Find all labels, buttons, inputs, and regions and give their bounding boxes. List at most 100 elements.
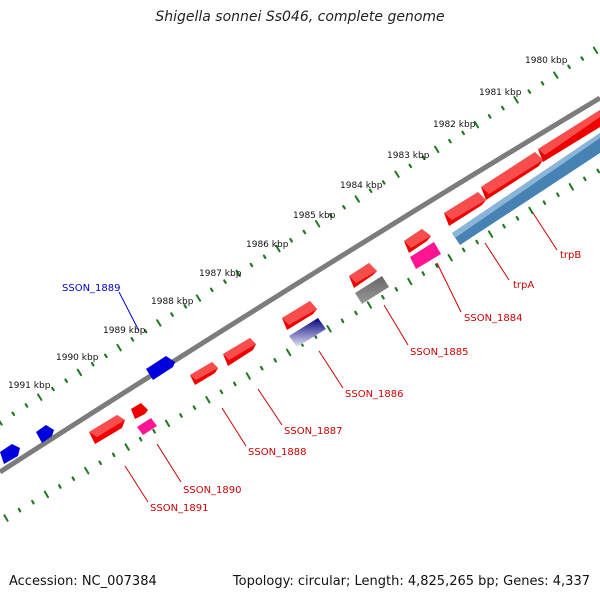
tick-mark <box>528 206 534 215</box>
tick-label: 1989 kbp <box>103 326 146 336</box>
tick-mark <box>195 294 202 302</box>
gene-ss1890 <box>131 403 148 419</box>
tick-mark <box>501 105 505 111</box>
tick-label: 1984 kbp <box>340 181 383 191</box>
tick-mark <box>515 216 520 221</box>
gene-gray <box>355 276 389 304</box>
tick-mark <box>98 460 103 466</box>
tick-mark <box>223 279 227 284</box>
tick-labels: 1980 kbp 1981 kbp 1982 kbp 1983 kbp 1984… <box>8 56 568 391</box>
tick-label: 1985 kbp <box>293 211 336 221</box>
tick-mark <box>568 183 574 191</box>
tick-mark <box>138 436 143 442</box>
tick-mark <box>286 348 292 357</box>
tick-mark <box>124 443 130 451</box>
tick-mark <box>233 381 237 387</box>
tick-mark <box>461 247 466 253</box>
tick-mark <box>76 368 83 377</box>
tick-mark <box>592 46 599 54</box>
tick-mark <box>434 263 439 268</box>
tick-mark <box>235 269 241 277</box>
tick-label: 1988 kbp <box>151 297 194 307</box>
tick-mark <box>340 318 345 324</box>
gene-labels: trpB trpA SSON_1884 SSON_1885 SSON_1886 … <box>62 250 581 514</box>
gene-pink-2 <box>410 242 441 269</box>
tick-mark <box>542 200 547 205</box>
tick-mark <box>289 238 293 243</box>
tick-mark <box>116 343 122 352</box>
tick-mark <box>314 220 321 228</box>
tick-mark <box>502 223 506 229</box>
tick-label: 1991 kbp <box>8 381 51 391</box>
tick-mark <box>130 337 135 342</box>
tick-label: 1990 kbp <box>56 353 99 363</box>
tick-label: 1983 kbp <box>387 151 430 161</box>
genome-summary: Topology: circular; Length: 4,825,265 bp… <box>232 574 590 589</box>
tick-mark <box>381 294 385 300</box>
map-title: Shigella sonnei Ss046, complete genome <box>155 9 445 25</box>
tick-mark <box>259 365 264 371</box>
tick-mark <box>179 413 183 418</box>
tick-mark <box>219 389 224 395</box>
tick-mark <box>553 71 559 79</box>
tick-mark <box>249 262 254 268</box>
gene-navy <box>289 318 326 347</box>
tick-mark <box>527 89 532 94</box>
tick-mark <box>354 195 360 203</box>
gene-ss1889 <box>146 356 175 380</box>
tick-mark <box>421 155 426 160</box>
tick-mark <box>368 188 373 193</box>
gene-blue-2 <box>36 425 54 443</box>
tick-mark <box>407 277 413 286</box>
tick-mark <box>64 378 69 383</box>
tick-mark <box>302 229 307 235</box>
gene-label-SSON_1891: SSON_1891 <box>150 503 209 514</box>
tick-mark <box>540 81 545 86</box>
tick-mark <box>245 372 251 380</box>
gene-pink-1 <box>137 418 157 435</box>
gene-label-SSON_1888: SSON_1888 <box>248 447 307 458</box>
tick-mark <box>329 213 333 218</box>
tick-mark <box>103 353 108 359</box>
tick-mark <box>408 163 413 169</box>
tick-mark <box>192 405 197 410</box>
accession-label: Accession: NC_007384 <box>9 574 157 589</box>
inner-tick-ring <box>3 168 600 522</box>
tick-mark <box>487 114 492 119</box>
tick-mark <box>461 130 465 136</box>
tick-label: 1981 kbp <box>479 88 522 98</box>
tick-mark <box>31 499 35 505</box>
gene-label-trpB: trpB <box>560 250 581 261</box>
tick-mark <box>205 396 211 404</box>
tick-mark <box>556 192 560 197</box>
tick-label: 1980 kbp <box>525 56 568 66</box>
tick-mark <box>111 452 116 458</box>
tick-mark <box>90 361 95 367</box>
tick-mark <box>582 176 587 182</box>
tick-mark <box>313 334 318 339</box>
tick-mark <box>394 287 399 292</box>
tick-mark <box>43 490 49 499</box>
gene-label-SSON_1887: SSON_1887 <box>284 426 343 437</box>
tick-mark <box>421 271 426 276</box>
tick-mark <box>326 325 332 333</box>
tick-mark <box>434 145 440 154</box>
tick-mark <box>448 138 452 144</box>
gene-label-SSON_1885: SSON_1885 <box>410 347 469 358</box>
tick-mark <box>354 310 358 316</box>
gene-label-trpA: trpA <box>513 280 534 291</box>
gene-blue-1 <box>0 444 20 464</box>
tick-mark <box>366 301 372 309</box>
gene-label-SSON_1886: SSON_1886 <box>345 389 404 400</box>
tick-mark <box>57 484 62 489</box>
tick-mark <box>262 254 267 260</box>
tick-mark <box>164 419 171 428</box>
tick-mark <box>513 96 519 104</box>
tick-mark <box>11 411 16 416</box>
tick-mark <box>273 358 277 363</box>
outer-tick-ring <box>0 46 599 426</box>
tick-label: 1987 kbp <box>199 269 242 279</box>
tick-mark <box>209 287 214 293</box>
gene-label-SSON_1890: SSON_1890 <box>183 485 242 496</box>
